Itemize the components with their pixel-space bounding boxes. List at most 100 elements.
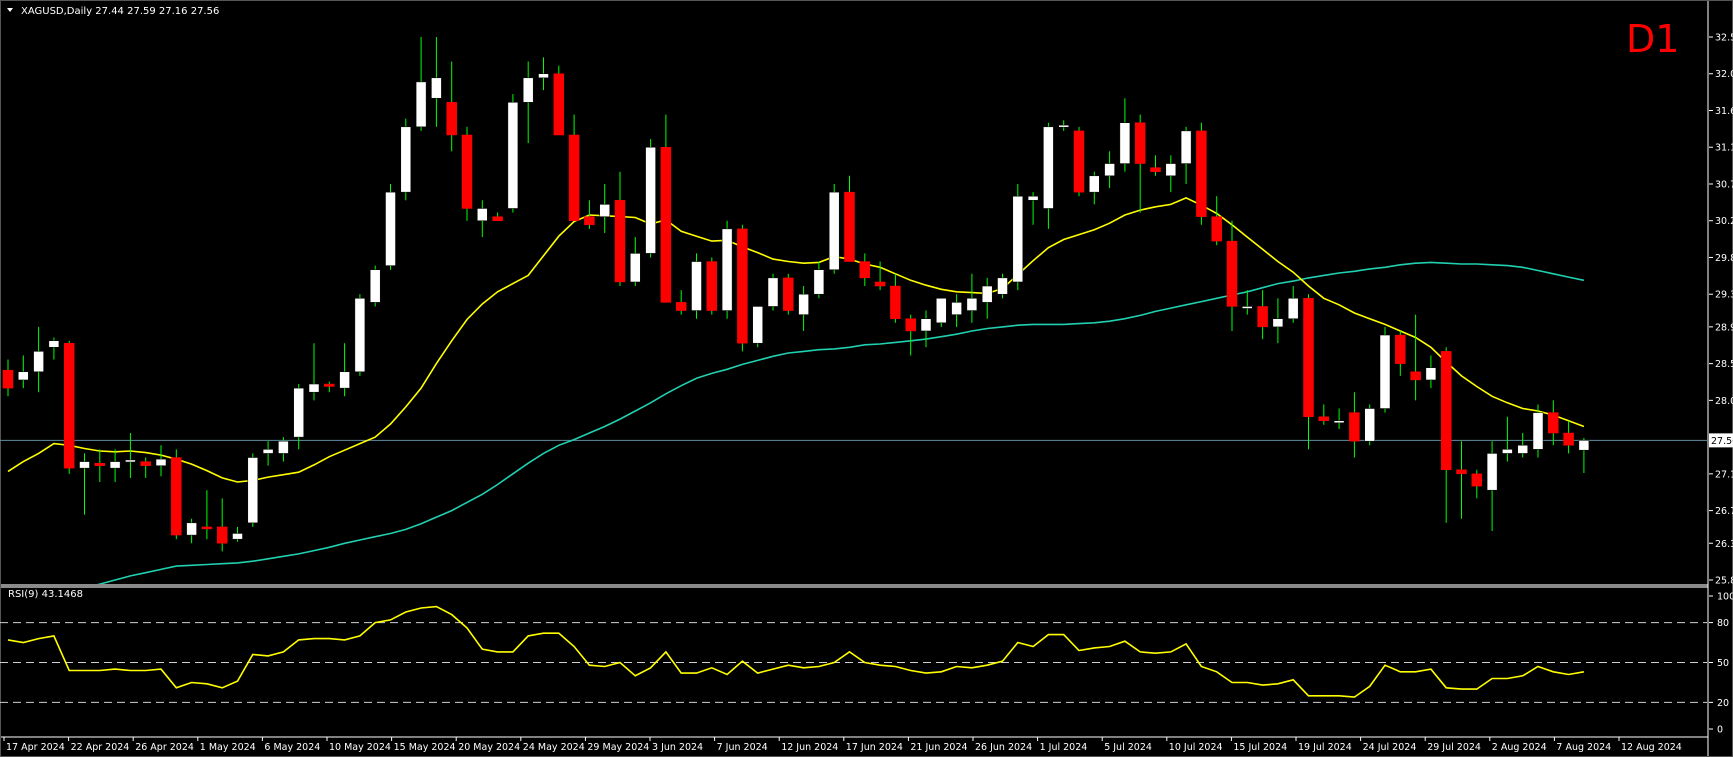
- bear-candle-body: [1349, 412, 1360, 442]
- candle: [63, 340, 75, 474]
- candle: [171, 449, 182, 540]
- bear-candle-body: [1134, 122, 1146, 164]
- bull-candle-body: [1502, 449, 1513, 454]
- bull-candle-body: [293, 387, 304, 438]
- bull-candle-body: [125, 459, 136, 463]
- candle: [844, 175, 855, 262]
- bear-candle-body: [553, 73, 565, 136]
- slow-moving-average: [97, 261, 1585, 584]
- date-tick-label: 17 Jun 2024: [846, 742, 903, 753]
- bull-candle-body: [828, 191, 840, 270]
- bull-candle-body: [308, 383, 320, 393]
- bull-candle-body: [1532, 412, 1544, 450]
- bull-candle-body: [798, 293, 809, 315]
- candlesticks: [2, 37, 1590, 552]
- ma-fast-line: [7, 197, 1585, 483]
- bull-candle-body: [522, 77, 534, 103]
- rsi-tick-label: 0: [1717, 725, 1723, 736]
- candle: [1104, 151, 1115, 189]
- candle: [1165, 155, 1177, 193]
- bear-candle-body: [905, 318, 916, 332]
- candle: [1196, 122, 1207, 225]
- candle: [477, 200, 488, 238]
- price-tick-label: 32.50: [1715, 33, 1733, 44]
- bear-candle-body: [1471, 473, 1483, 487]
- bull-candle-body: [1043, 126, 1054, 209]
- current-price-label: 27.56: [1711, 436, 1733, 447]
- price-tick-label: 30.70: [1715, 179, 1733, 190]
- candle: [1043, 122, 1054, 229]
- candle: [1349, 392, 1360, 458]
- date-tick-label: 24 May 2024: [523, 742, 585, 753]
- candle: [1012, 183, 1024, 291]
- candle: [1532, 404, 1544, 458]
- candle: [446, 61, 457, 152]
- candle: [2, 359, 14, 397]
- date-tick-label: 7 Aug 2024: [1556, 742, 1611, 753]
- candle: [522, 61, 534, 144]
- bull-candle-body: [645, 146, 656, 254]
- bull-candle-body: [767, 277, 779, 307]
- bull-candle-body: [1104, 163, 1115, 177]
- date-tick-label: 10 Jul 2024: [1169, 742, 1223, 753]
- candle: [415, 37, 427, 131]
- date-tick-label: 7 Jun 2024: [717, 742, 768, 753]
- bull-candle-body: [354, 298, 366, 373]
- candle: [951, 294, 962, 327]
- candle: [966, 273, 978, 323]
- date-tick-label: 17 Apr 2024: [6, 742, 65, 753]
- candle: [1073, 126, 1085, 197]
- dropdown-triangle-icon[interactable]: [7, 8, 13, 12]
- rsi-tick-label: 20: [1717, 698, 1729, 709]
- bear-candle-body: [1257, 306, 1268, 328]
- candle: [1471, 469, 1483, 499]
- bear-candle-body: [737, 228, 748, 344]
- candle: [721, 220, 733, 319]
- candle: [354, 294, 366, 376]
- candle: [33, 326, 44, 393]
- bear-candle-body: [706, 261, 718, 311]
- date-tick-label: 19 Jul 2024: [1298, 742, 1352, 753]
- bear-candle-body: [675, 302, 687, 311]
- candle: [1486, 441, 1498, 532]
- bear-candle-body: [201, 526, 213, 530]
- candle: [599, 183, 610, 233]
- price-tick-label: 26.70: [1715, 506, 1733, 517]
- bear-candle-body: [859, 261, 871, 279]
- candle: [1517, 433, 1528, 458]
- bear-candle-body: [584, 216, 595, 226]
- bear-candle-body: [140, 461, 151, 466]
- fast-moving-average: [7, 197, 1585, 483]
- bull-candle-body: [1012, 195, 1024, 283]
- candle: [706, 257, 718, 315]
- bull-candle-body: [1027, 195, 1039, 201]
- rsi-tick-label: 80: [1717, 618, 1729, 629]
- date-tick-label: 6 May 2024: [264, 742, 320, 753]
- date-tick-label: 10 May 2024: [329, 742, 391, 753]
- candle: [874, 261, 886, 291]
- bull-candle-body: [1272, 318, 1284, 328]
- bear-candle-body: [216, 526, 228, 544]
- date-tick-label: 20 May 2024: [458, 742, 520, 753]
- bear-candle-body: [2, 369, 14, 389]
- date-tick-label: 26 Apr 2024: [135, 742, 194, 753]
- bull-candle-body: [538, 73, 549, 79]
- date-tick-label: 15 Jul 2024: [1233, 742, 1287, 753]
- bull-candle-body: [1333, 420, 1345, 424]
- candle: [614, 171, 626, 287]
- rsi-panel: [0, 605, 1707, 703]
- bear-candle-body: [1395, 334, 1406, 364]
- bull-candle-body: [981, 285, 993, 303]
- bear-candle-body: [1456, 469, 1467, 475]
- candle: [675, 290, 687, 315]
- candle: [1364, 404, 1375, 446]
- bull-candle-body: [966, 298, 978, 311]
- price-tick-label: 27.15: [1715, 469, 1733, 480]
- candle: [431, 37, 442, 127]
- candle: [1089, 171, 1100, 205]
- bull-candle-body: [691, 261, 702, 311]
- bull-candle-body: [1242, 306, 1253, 309]
- candle: [1287, 286, 1299, 323]
- candle: [1563, 420, 1574, 454]
